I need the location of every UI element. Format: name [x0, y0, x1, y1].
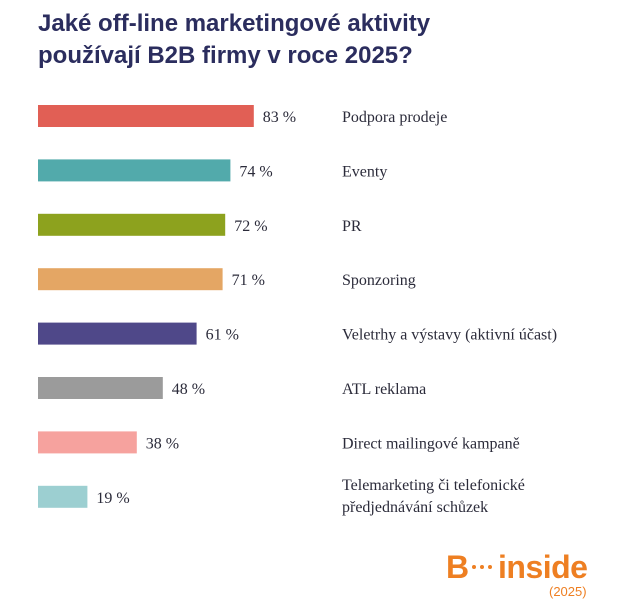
bar-5 — [38, 377, 163, 399]
bar-1 — [38, 159, 231, 182]
chart-title-line-2: používají B2B firmy v roce 2025? — [38, 42, 413, 69]
bar-3 — [38, 268, 223, 291]
value-label-1: 74 % — [239, 163, 272, 180]
category-label-7-line-0: Telemarketing či telefonické — [342, 477, 525, 494]
bar-0 — [38, 105, 254, 127]
chart-title: Jaké off-line marketingové aktivity použ… — [38, 8, 598, 72]
bar-2 — [38, 213, 226, 236]
value-label-4: 61 % — [206, 327, 239, 344]
value-label-2: 72 % — [234, 218, 267, 235]
category-label-5: ATL reklama — [342, 381, 426, 398]
value-label-3: 71 % — [232, 272, 265, 289]
category-label-0: Podpora prodeje — [342, 109, 447, 126]
logo-letter: B — [446, 549, 470, 585]
category-label-4: Veletrhy a výstavy (aktivní účast) — [342, 327, 557, 344]
b-inside-logo: B inside (2025) — [446, 548, 596, 604]
value-label-5: 48 % — [172, 381, 205, 398]
value-label-7: 19 % — [96, 490, 129, 507]
value-label-0: 83 % — [263, 109, 296, 126]
chart-title-line-1: Jaké off-line marketingové aktivity — [38, 10, 431, 37]
bar-7 — [38, 485, 88, 508]
category-label-1: Eventy — [342, 163, 387, 180]
value-label-6: 38 % — [146, 435, 179, 452]
category-label-6: Direct mailingové kampaně — [342, 435, 520, 452]
category-label-2: PR — [342, 218, 362, 235]
bar-4 — [38, 322, 197, 345]
category-label-7-line-1: předjednávání schůzek — [342, 499, 488, 516]
bar-6 — [38, 431, 137, 454]
bar-chart: 83 % Podpora prodeje 74 % Eventy 72 % PR 71 % S… — [38, 105, 557, 516]
category-label-3: Sponzoring — [342, 272, 416, 289]
logo-year: (2025) — [549, 584, 587, 599]
logo-word: inside — [498, 549, 588, 585]
